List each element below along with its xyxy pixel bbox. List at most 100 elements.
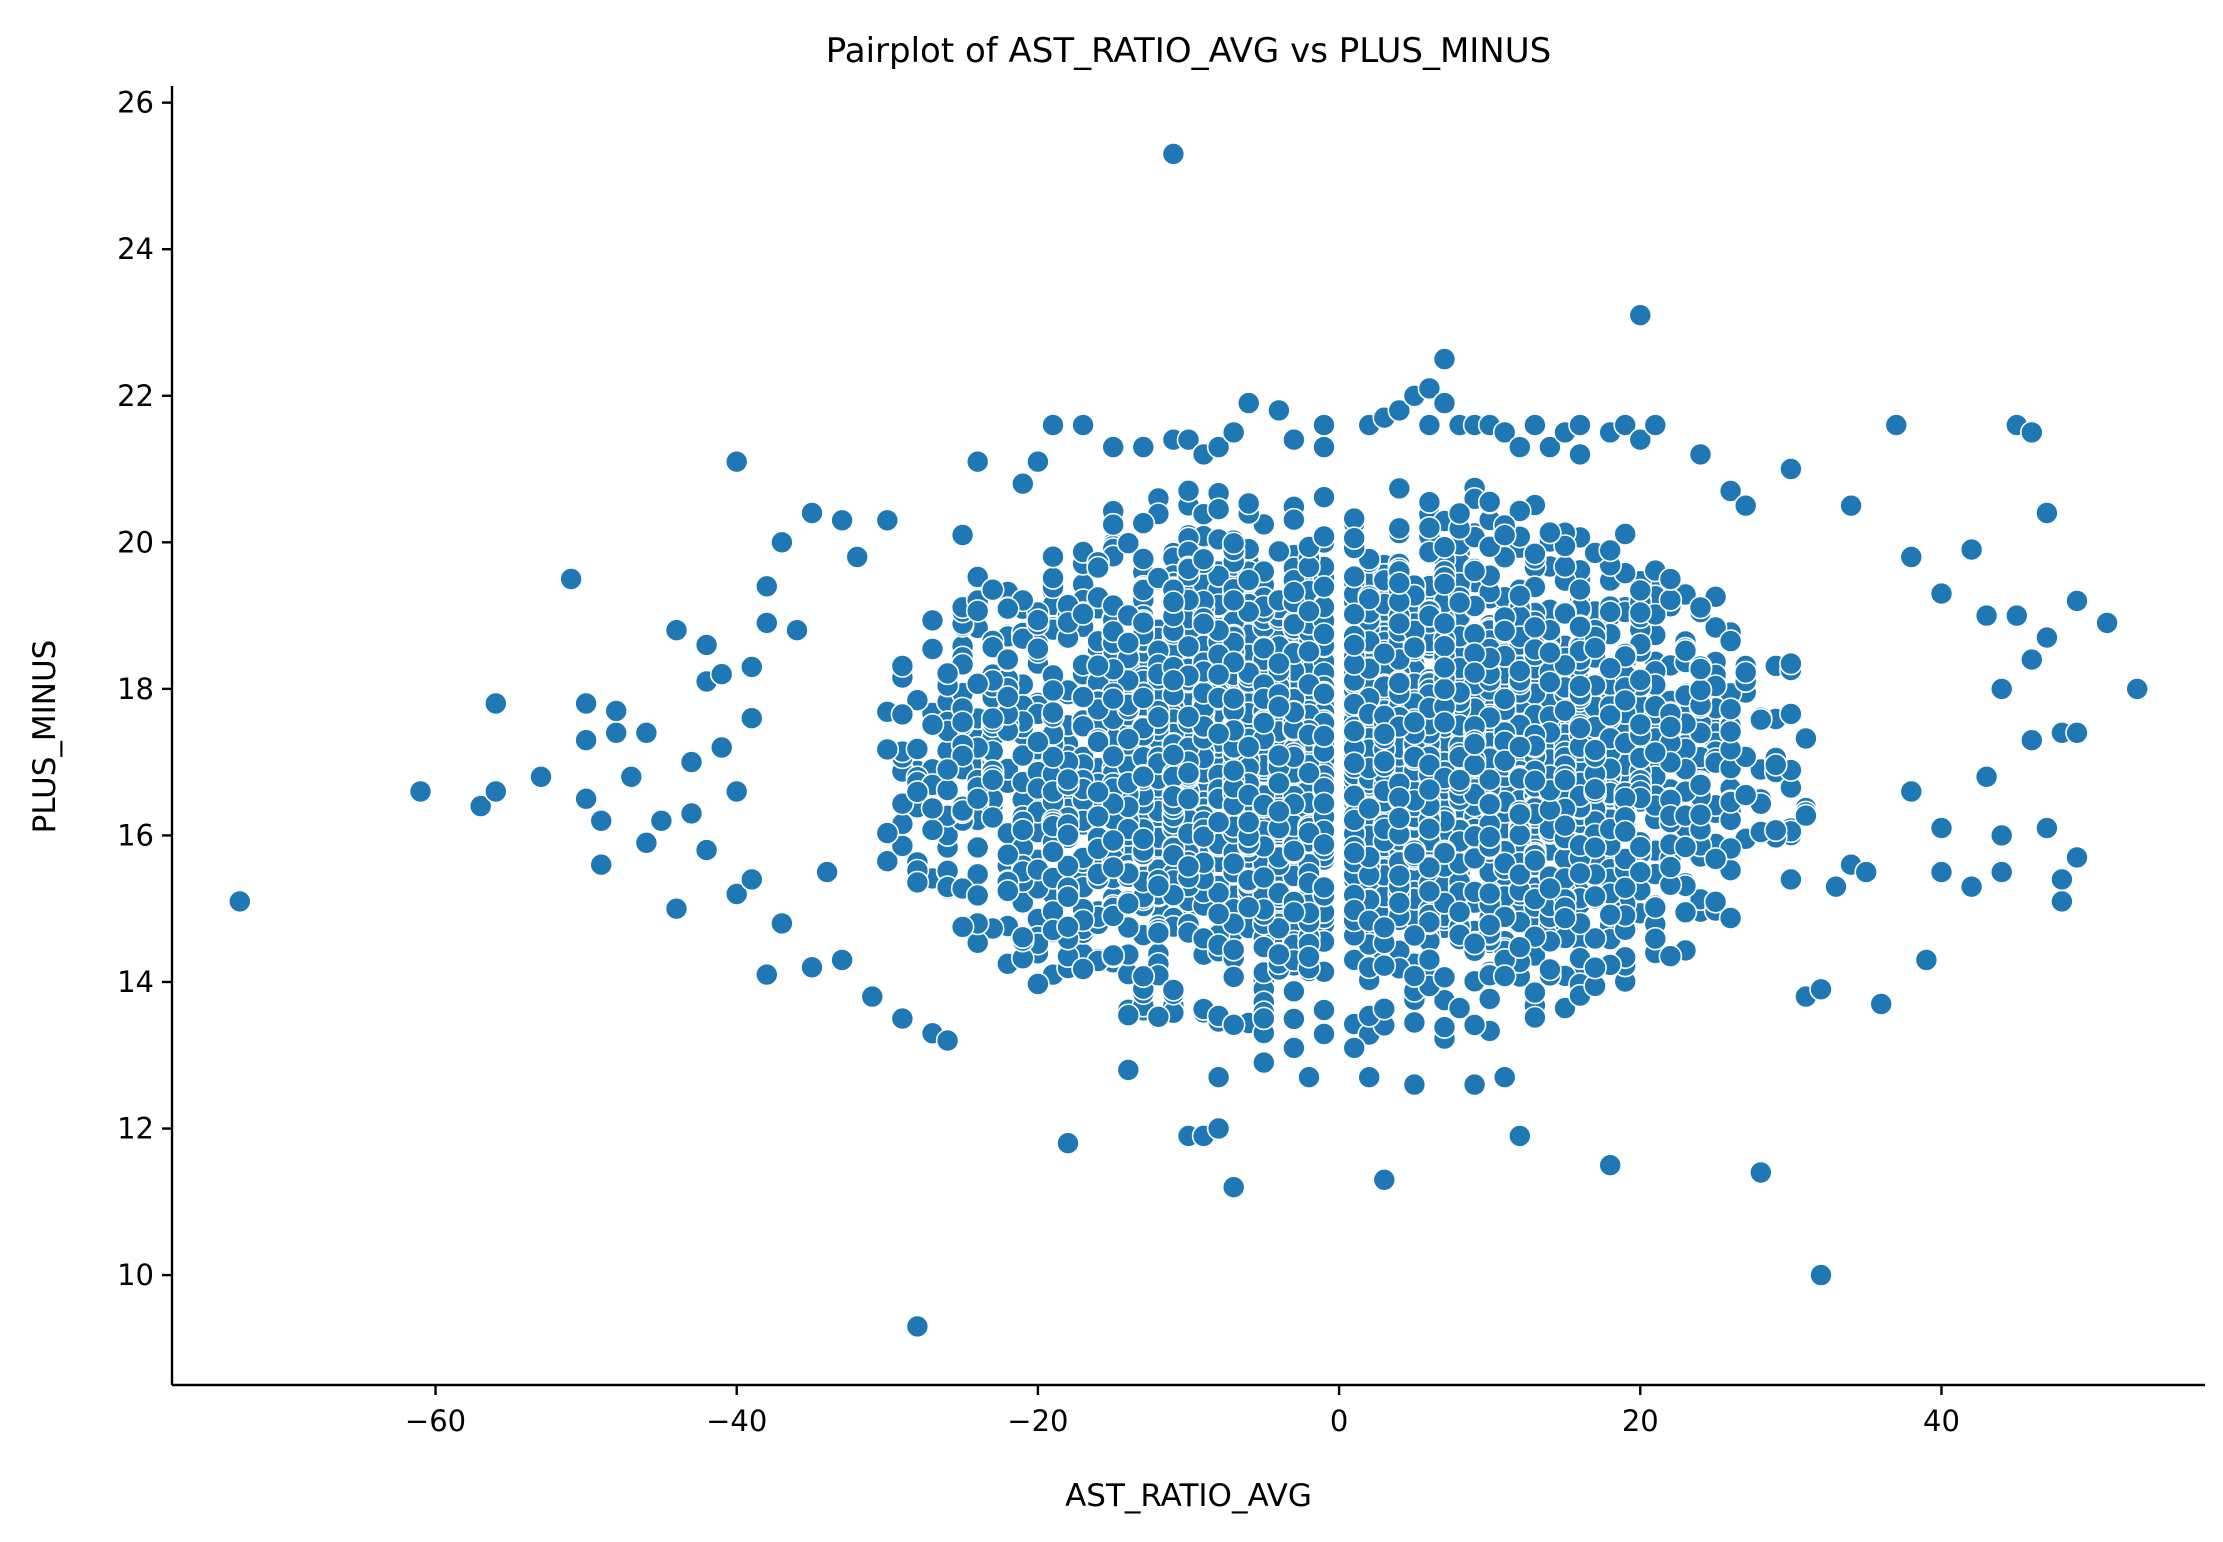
scatter-point bbox=[1372, 749, 1397, 774]
scatter-point bbox=[1236, 895, 1261, 920]
scatter-point bbox=[1598, 600, 1622, 624]
scatter-point bbox=[905, 1314, 930, 1339]
scatter-point bbox=[1146, 705, 1171, 730]
scatter-point bbox=[2020, 647, 2044, 672]
scatter-point bbox=[1523, 980, 1547, 1005]
scatter-point bbox=[1056, 767, 1080, 792]
scatter-point bbox=[935, 778, 960, 802]
y-tick-label: 22 bbox=[117, 379, 154, 413]
scatter-point bbox=[1432, 572, 1457, 596]
scatter-point bbox=[1417, 910, 1442, 935]
scatter-point bbox=[1718, 629, 1743, 653]
scatter-point bbox=[1688, 657, 1713, 681]
scatter-point bbox=[1297, 944, 1321, 969]
scatter-point bbox=[1703, 889, 1728, 914]
scatter-point bbox=[1929, 581, 1954, 606]
scatter-point bbox=[1221, 588, 1246, 613]
scatter-point bbox=[1101, 943, 1125, 968]
scatter-point bbox=[634, 720, 659, 745]
scatter-point bbox=[754, 962, 779, 987]
scatter-point bbox=[1447, 996, 1472, 1020]
scatter-point bbox=[1402, 841, 1427, 866]
scatter-point bbox=[1221, 420, 1246, 445]
scatter-point bbox=[1553, 653, 1577, 678]
scatter-point bbox=[1312, 574, 1336, 599]
scatter-point bbox=[1568, 614, 1592, 639]
scatter-point bbox=[1583, 926, 1607, 951]
scatter-point bbox=[1598, 538, 1622, 563]
scatter-point bbox=[980, 768, 1005, 792]
scatter-point bbox=[1523, 768, 1547, 793]
scatter-point bbox=[1297, 599, 1321, 624]
scatter-point bbox=[1206, 564, 1231, 588]
scatter-point bbox=[2035, 501, 2059, 525]
scatter-point bbox=[1176, 478, 1201, 503]
scatter-point bbox=[1267, 694, 1291, 719]
scatter-point bbox=[1899, 545, 1924, 569]
scatter-point bbox=[965, 671, 990, 696]
scatter-point bbox=[1553, 698, 1577, 723]
x-tick-label: 20 bbox=[1622, 1404, 1659, 1438]
scatter-point bbox=[935, 757, 960, 782]
y-tick-label: 26 bbox=[117, 86, 154, 120]
scatter-point bbox=[1628, 303, 1653, 328]
scatter-point bbox=[1252, 865, 1276, 890]
scatter-point bbox=[2125, 677, 2149, 701]
scatter-point bbox=[559, 567, 583, 591]
scatter-point bbox=[1432, 347, 1457, 371]
scatter-point bbox=[1252, 1050, 1276, 1075]
scatter-point bbox=[1538, 435, 1562, 459]
scatter-point bbox=[1538, 520, 1562, 545]
scatter-point bbox=[1191, 547, 1216, 572]
scatter-point bbox=[1116, 1058, 1141, 1082]
scatter-point bbox=[739, 867, 764, 892]
scatter-point bbox=[1733, 783, 1758, 807]
scatter-point bbox=[1432, 710, 1457, 735]
scatter-point bbox=[1026, 608, 1050, 632]
scatter-point bbox=[1071, 602, 1095, 626]
scatter-point bbox=[1508, 499, 1532, 523]
scatter-point bbox=[1071, 957, 1095, 981]
scatter-point bbox=[1101, 855, 1125, 880]
scatter-point bbox=[1553, 601, 1577, 626]
scatter-point bbox=[1492, 964, 1517, 988]
scatter-point bbox=[1176, 854, 1201, 879]
scatter-point bbox=[1402, 1010, 1427, 1035]
scatter-point bbox=[1221, 758, 1246, 783]
scatter-point bbox=[875, 821, 900, 845]
scatter-point bbox=[1583, 955, 1607, 980]
scatter-point bbox=[1221, 851, 1246, 876]
scatter-point bbox=[1523, 541, 1547, 566]
scatter-point bbox=[1221, 1013, 1246, 1037]
scatter-point bbox=[1071, 685, 1095, 709]
scatter-point bbox=[1026, 636, 1050, 661]
scatter-point bbox=[1297, 1065, 1321, 1089]
scatter-point bbox=[1508, 823, 1532, 847]
scatter-point bbox=[1508, 935, 1532, 960]
scatter-point bbox=[890, 1006, 915, 1031]
scatter-point bbox=[1959, 874, 1984, 899]
scatter-point bbox=[1282, 979, 1306, 1004]
scatter-point bbox=[1342, 506, 1366, 531]
scatter-point bbox=[1267, 942, 1291, 967]
scatter-point bbox=[1342, 751, 1366, 776]
scatter-point bbox=[1282, 427, 1306, 452]
scatter-point bbox=[1026, 972, 1050, 996]
scatter-point bbox=[1010, 471, 1035, 496]
scatter-point bbox=[1131, 547, 1156, 571]
scatter-point bbox=[574, 691, 598, 716]
scatter-point bbox=[1221, 686, 1246, 711]
scatter-point bbox=[1056, 884, 1080, 909]
scatter-point bbox=[1718, 479, 1743, 503]
scatter-point bbox=[1161, 743, 1186, 767]
scatter-point bbox=[965, 786, 990, 811]
scatter-point bbox=[1206, 721, 1231, 746]
scatter-point bbox=[950, 915, 975, 939]
scatter-point bbox=[1462, 732, 1487, 756]
scatter-point bbox=[1131, 964, 1156, 989]
scatter-point bbox=[1447, 768, 1472, 792]
scatter-point bbox=[1432, 677, 1457, 701]
scatter-point bbox=[1733, 493, 1758, 518]
scatter-point bbox=[1387, 891, 1412, 915]
